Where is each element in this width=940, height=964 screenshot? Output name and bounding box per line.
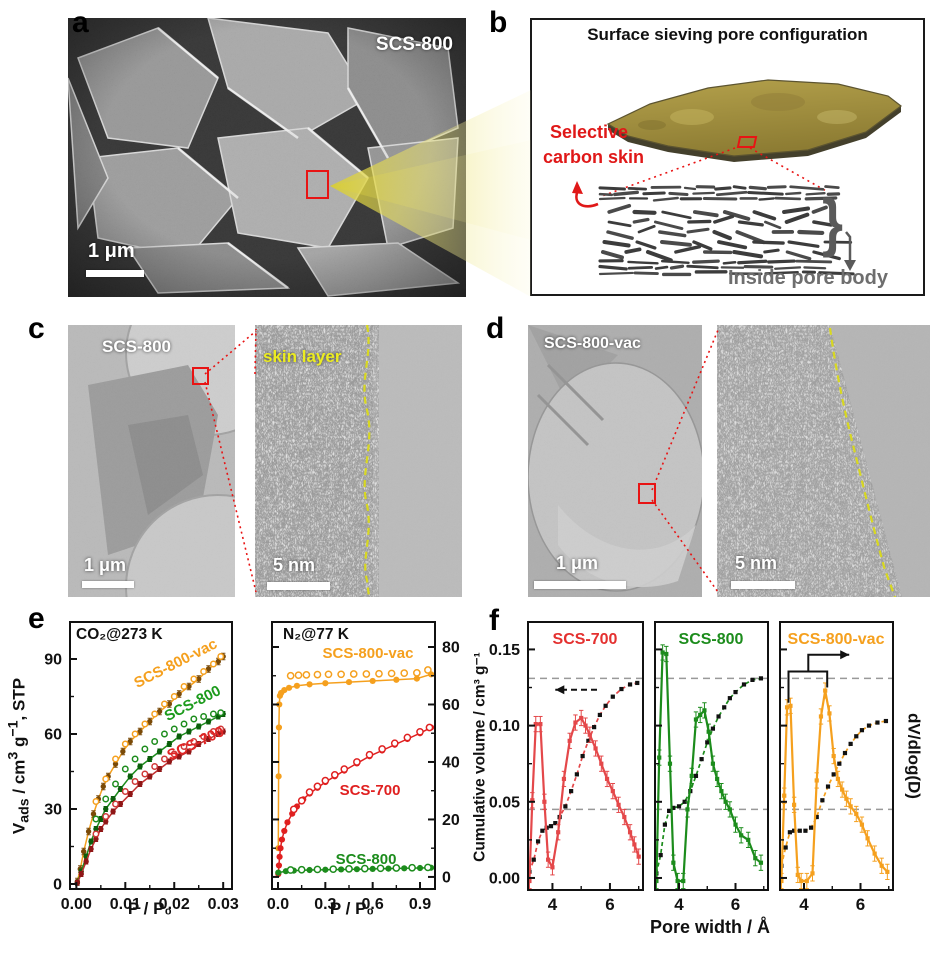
panel-letter-a: a <box>72 6 89 39</box>
svg-text:20: 20 <box>442 812 460 829</box>
psd-x-axis-label: Pore width / Å <box>649 917 770 937</box>
scale-bar-label: 5 nm <box>735 553 778 573</box>
scale-bar <box>534 581 626 589</box>
psd-title-vac: SCS-800-vac <box>787 631 885 648</box>
schematic-title: Surface sieving pore configuration <box>587 25 868 44</box>
psd-y-axis-label: Cumulative volume / cm³ g⁻¹ <box>471 652 489 862</box>
svg-text:90: 90 <box>44 652 62 669</box>
panel-c-tem-low: SCS-800 1 μm <box>68 325 235 597</box>
svg-text:0.15: 0.15 <box>489 642 520 659</box>
scale-bar-label: 5 nm <box>273 555 316 575</box>
roi-box <box>306 170 329 199</box>
scale-bar <box>731 581 795 589</box>
svg-text:4: 4 <box>548 895 558 914</box>
panel-a-sem-image: SCS-800 1 μm <box>68 18 466 297</box>
panel-b-schematic: Surface sieving pore configuration <box>530 18 925 296</box>
roi-box <box>638 483 656 504</box>
scale-bar <box>267 582 330 590</box>
roi-box <box>192 367 209 385</box>
svg-text:4: 4 <box>674 895 684 914</box>
panel-d-tem-low: SCS-800-vac 1 μm <box>528 325 702 597</box>
svg-text:30: 30 <box>44 802 62 819</box>
panel-letter-f: f <box>489 604 499 637</box>
hrtem-art <box>717 325 930 597</box>
brace-glyph: } <box>822 187 844 259</box>
panel-letter-c: c <box>28 312 45 345</box>
e-y-axis-label: Vads / cm3 g−1, STP <box>5 677 33 835</box>
sem-sample-tag: SCS-800 <box>375 34 453 55</box>
svg-text:6: 6 <box>731 895 740 914</box>
co2-plot-title: CO₂@273 K <box>76 626 163 643</box>
svg-text:0: 0 <box>442 869 451 886</box>
scale-bar <box>82 581 134 588</box>
panel-letter-d: d <box>486 312 505 345</box>
svg-text:80: 80 <box>442 640 460 657</box>
inside-pore-body-label: Inside pore body <box>727 267 888 289</box>
tem-sample-tag: SCS-800-vac <box>544 335 641 352</box>
svg-text:60: 60 <box>44 727 62 744</box>
svg-text:0.05: 0.05 <box>489 794 520 811</box>
scale-bar-label: 1 μm <box>556 553 599 573</box>
psd-title-700: SCS-700 <box>552 631 618 648</box>
hrtem-art <box>255 325 462 597</box>
n2-series-label-vac: SCS-800-vac <box>322 645 414 662</box>
svg-text:40: 40 <box>442 754 460 771</box>
panel-c-hrtem: skin layer 5 nm <box>255 325 462 597</box>
svg-text:0.00: 0.00 <box>61 896 92 913</box>
panel-letter-b: b <box>489 6 508 39</box>
n2-series-label-800: SCS-800 <box>335 851 397 868</box>
skin-boundary-dashed-line <box>363 325 371 597</box>
tem-sample-tag: SCS-800 <box>102 337 171 356</box>
scale-bar-label: 1 μm <box>88 240 135 262</box>
n2-plot-title: N₂@77 K <box>283 626 349 643</box>
psd-right-axis-label: dV/dlog(D) <box>904 713 924 799</box>
panel-d-hrtem: 5 nm <box>717 325 930 597</box>
svg-text:0.03: 0.03 <box>208 896 239 913</box>
panel-letter-e: e <box>28 602 45 635</box>
svg-text:60: 60 <box>442 697 460 714</box>
skin-boundary-dashed-line <box>828 327 897 597</box>
psd-plot-SCS-700: 4 6 0.00 0.05 0.10 0.15 <box>489 621 644 914</box>
scale-bar-label: 1 μm <box>84 555 127 575</box>
svg-text:4: 4 <box>799 895 809 914</box>
svg-text:6: 6 <box>856 895 865 914</box>
co2-x-axis-label: P / P₀ <box>127 899 173 918</box>
n2-x-axis-label: P / P₀ <box>329 899 375 918</box>
svg-text:6: 6 <box>605 895 614 914</box>
svg-text:0.10: 0.10 <box>489 718 520 735</box>
n2-series-label-700: SCS-700 <box>339 782 401 799</box>
svg-text:0.9: 0.9 <box>409 896 431 913</box>
psd-title-800: SCS-800 <box>678 631 744 648</box>
tem-art <box>528 325 702 597</box>
selective-label-line1: Selective <box>549 122 628 142</box>
svg-text:0.0: 0.0 <box>267 896 289 913</box>
scale-bar <box>86 270 144 277</box>
skin-layer-label: skin layer <box>263 347 342 366</box>
selective-label-line2: carbon skin <box>542 147 644 167</box>
schematic-art <box>572 79 902 277</box>
svg-text:0.00: 0.00 <box>489 870 520 887</box>
svg-text:0: 0 <box>53 877 62 894</box>
